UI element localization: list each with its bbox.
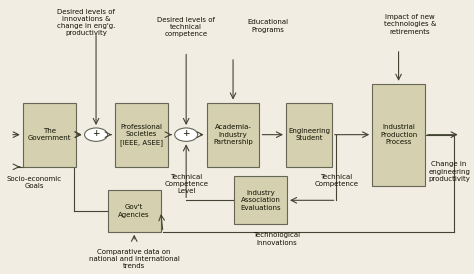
Bar [372, 84, 425, 185]
Text: Change in
engineering
productivity: Change in engineering productivity [428, 161, 470, 182]
Text: Technical
Competence: Technical Competence [314, 173, 358, 187]
Bar [108, 190, 161, 232]
Bar [234, 176, 287, 224]
Text: Impact of new
technologies &
retirements: Impact of new technologies & retirements [384, 14, 436, 35]
Text: Educational
Programs: Educational Programs [247, 19, 288, 33]
Text: Academia-
Industry
Partnership: Academia- Industry Partnership [213, 124, 253, 145]
Circle shape [174, 128, 198, 141]
Text: Desired levels of
technical
competence: Desired levels of technical competence [157, 17, 215, 37]
Text: The
Government: The Government [27, 128, 71, 141]
Bar [207, 102, 259, 167]
Text: Socio-economic
Goals: Socio-economic Goals [7, 176, 62, 189]
Text: +: + [92, 129, 100, 138]
Bar [286, 102, 332, 167]
Text: Engineering
Student: Engineering Student [288, 128, 330, 141]
Text: Professional
Societies
[IEEE, ASEE]: Professional Societies [IEEE, ASEE] [119, 124, 163, 145]
Text: Desired levels of
innovations &
change in eng'g.
productivity: Desired levels of innovations & change i… [57, 9, 115, 36]
Text: +: + [182, 129, 190, 138]
Text: Technological
Innovations: Technological Innovations [253, 232, 301, 246]
Bar [23, 102, 75, 167]
Text: Gov't
Agencies: Gov't Agencies [118, 204, 150, 218]
Text: Industrial
Production
Process: Industrial Production Process [380, 124, 417, 145]
Bar [115, 102, 167, 167]
Text: Technical
Competence
Level: Technical Competence Level [164, 173, 208, 194]
Text: Industry
Association
Evaluations: Industry Association Evaluations [240, 190, 281, 211]
Circle shape [84, 128, 108, 141]
Text: Comparative data on
national and international
trends: Comparative data on national and interna… [89, 249, 180, 269]
